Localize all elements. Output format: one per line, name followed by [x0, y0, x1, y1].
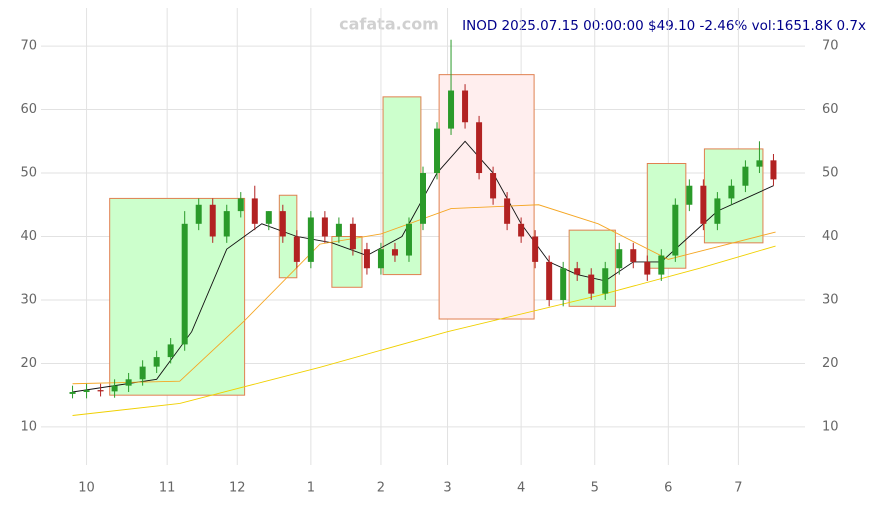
x-tick-label: 6: [664, 481, 672, 496]
x-tick-label: 5: [591, 481, 599, 496]
chart-title: INOD 2025.07.15 00:00:00 $49.10 -2.46% v…: [462, 18, 866, 34]
candle-body: [223, 211, 230, 237]
range-box: [438, 74, 535, 320]
x-tick-label: 3: [443, 481, 451, 496]
candle-body: [195, 204, 202, 224]
y-tick-label: 20: [20, 356, 37, 371]
range-box: [568, 229, 616, 307]
candle-body: [728, 185, 735, 199]
candle-body: [279, 211, 286, 237]
candle-body: [181, 223, 188, 345]
candle-body: [349, 223, 356, 250]
candle-body: [770, 160, 777, 180]
candle-body: [321, 217, 328, 237]
candle-body: [111, 385, 118, 392]
candle-body: [391, 249, 398, 256]
moving-average: [72, 204, 776, 385]
candle-body: [448, 90, 455, 129]
candle-body: [462, 90, 469, 123]
candle-body: [335, 223, 342, 237]
x-tick-label: 12: [229, 481, 246, 496]
candle-body: [532, 236, 539, 262]
range-box: [646, 163, 687, 269]
candle-body: [658, 255, 665, 275]
candle-body: [377, 249, 384, 269]
candle-body: [153, 357, 160, 367]
watermark: cafata.com: [339, 15, 439, 34]
candle-body: [251, 198, 258, 224]
candle-body: [644, 261, 651, 275]
x-tick-label: 10: [78, 481, 95, 496]
candle-body: [434, 128, 441, 174]
moving-average: [72, 245, 776, 416]
candle-body: [209, 204, 216, 237]
candle-body: [265, 211, 272, 224]
candle-body: [616, 249, 623, 269]
candle-body: [405, 223, 412, 256]
candle-body: [714, 198, 721, 224]
candle-body: [125, 379, 132, 386]
range-box: [109, 197, 246, 396]
x-tick-label: 1: [307, 481, 315, 496]
y-tick-label: 20: [822, 356, 839, 371]
candle-body: [363, 249, 370, 269]
range-box: [382, 96, 422, 276]
y-tick-label: 40: [20, 229, 37, 244]
candle-body: [756, 160, 763, 167]
candle-body: [420, 173, 426, 224]
x-tick-label: 2: [377, 481, 385, 496]
candle-body: [69, 392, 76, 394]
candle-body: [588, 274, 595, 294]
y-tick-label: 40: [822, 229, 839, 244]
candle-body: [630, 249, 637, 262]
candle-body: [672, 204, 679, 256]
y-tick-label: 50: [822, 166, 839, 181]
candle-body: [686, 185, 693, 205]
candle-body: [518, 223, 525, 237]
x-tick-label: 4: [517, 481, 525, 496]
candle-body: [700, 185, 707, 224]
x-tick-label: 11: [159, 481, 176, 496]
candle-body: [139, 366, 146, 380]
candle-body: [546, 261, 553, 300]
y-tick-label: 60: [20, 102, 37, 117]
y-tick-label: 70: [20, 39, 37, 54]
candle-body: [97, 390, 104, 392]
candle-body: [742, 166, 749, 186]
candle-body: [476, 122, 483, 174]
candle-body: [504, 198, 511, 224]
candle-body: [560, 268, 567, 300]
y-tick-label: 50: [20, 166, 37, 181]
y-tick-label: 30: [822, 292, 839, 307]
candle-body: [237, 198, 244, 212]
candle-body: [293, 236, 300, 262]
candle-body: [83, 390, 90, 393]
candle-body: [307, 217, 314, 262]
candle-body: [574, 268, 581, 275]
candle-body: [167, 344, 174, 358]
y-tick-label: 60: [822, 102, 839, 117]
y-tick-label: 30: [20, 292, 37, 307]
candle-body: [490, 173, 497, 199]
y-tick-label: 70: [822, 39, 839, 54]
y-tick-label: 10: [20, 419, 37, 434]
candle-body: [602, 268, 609, 294]
y-tick-label: 10: [822, 419, 839, 434]
x-tick-label: 7: [734, 481, 742, 496]
